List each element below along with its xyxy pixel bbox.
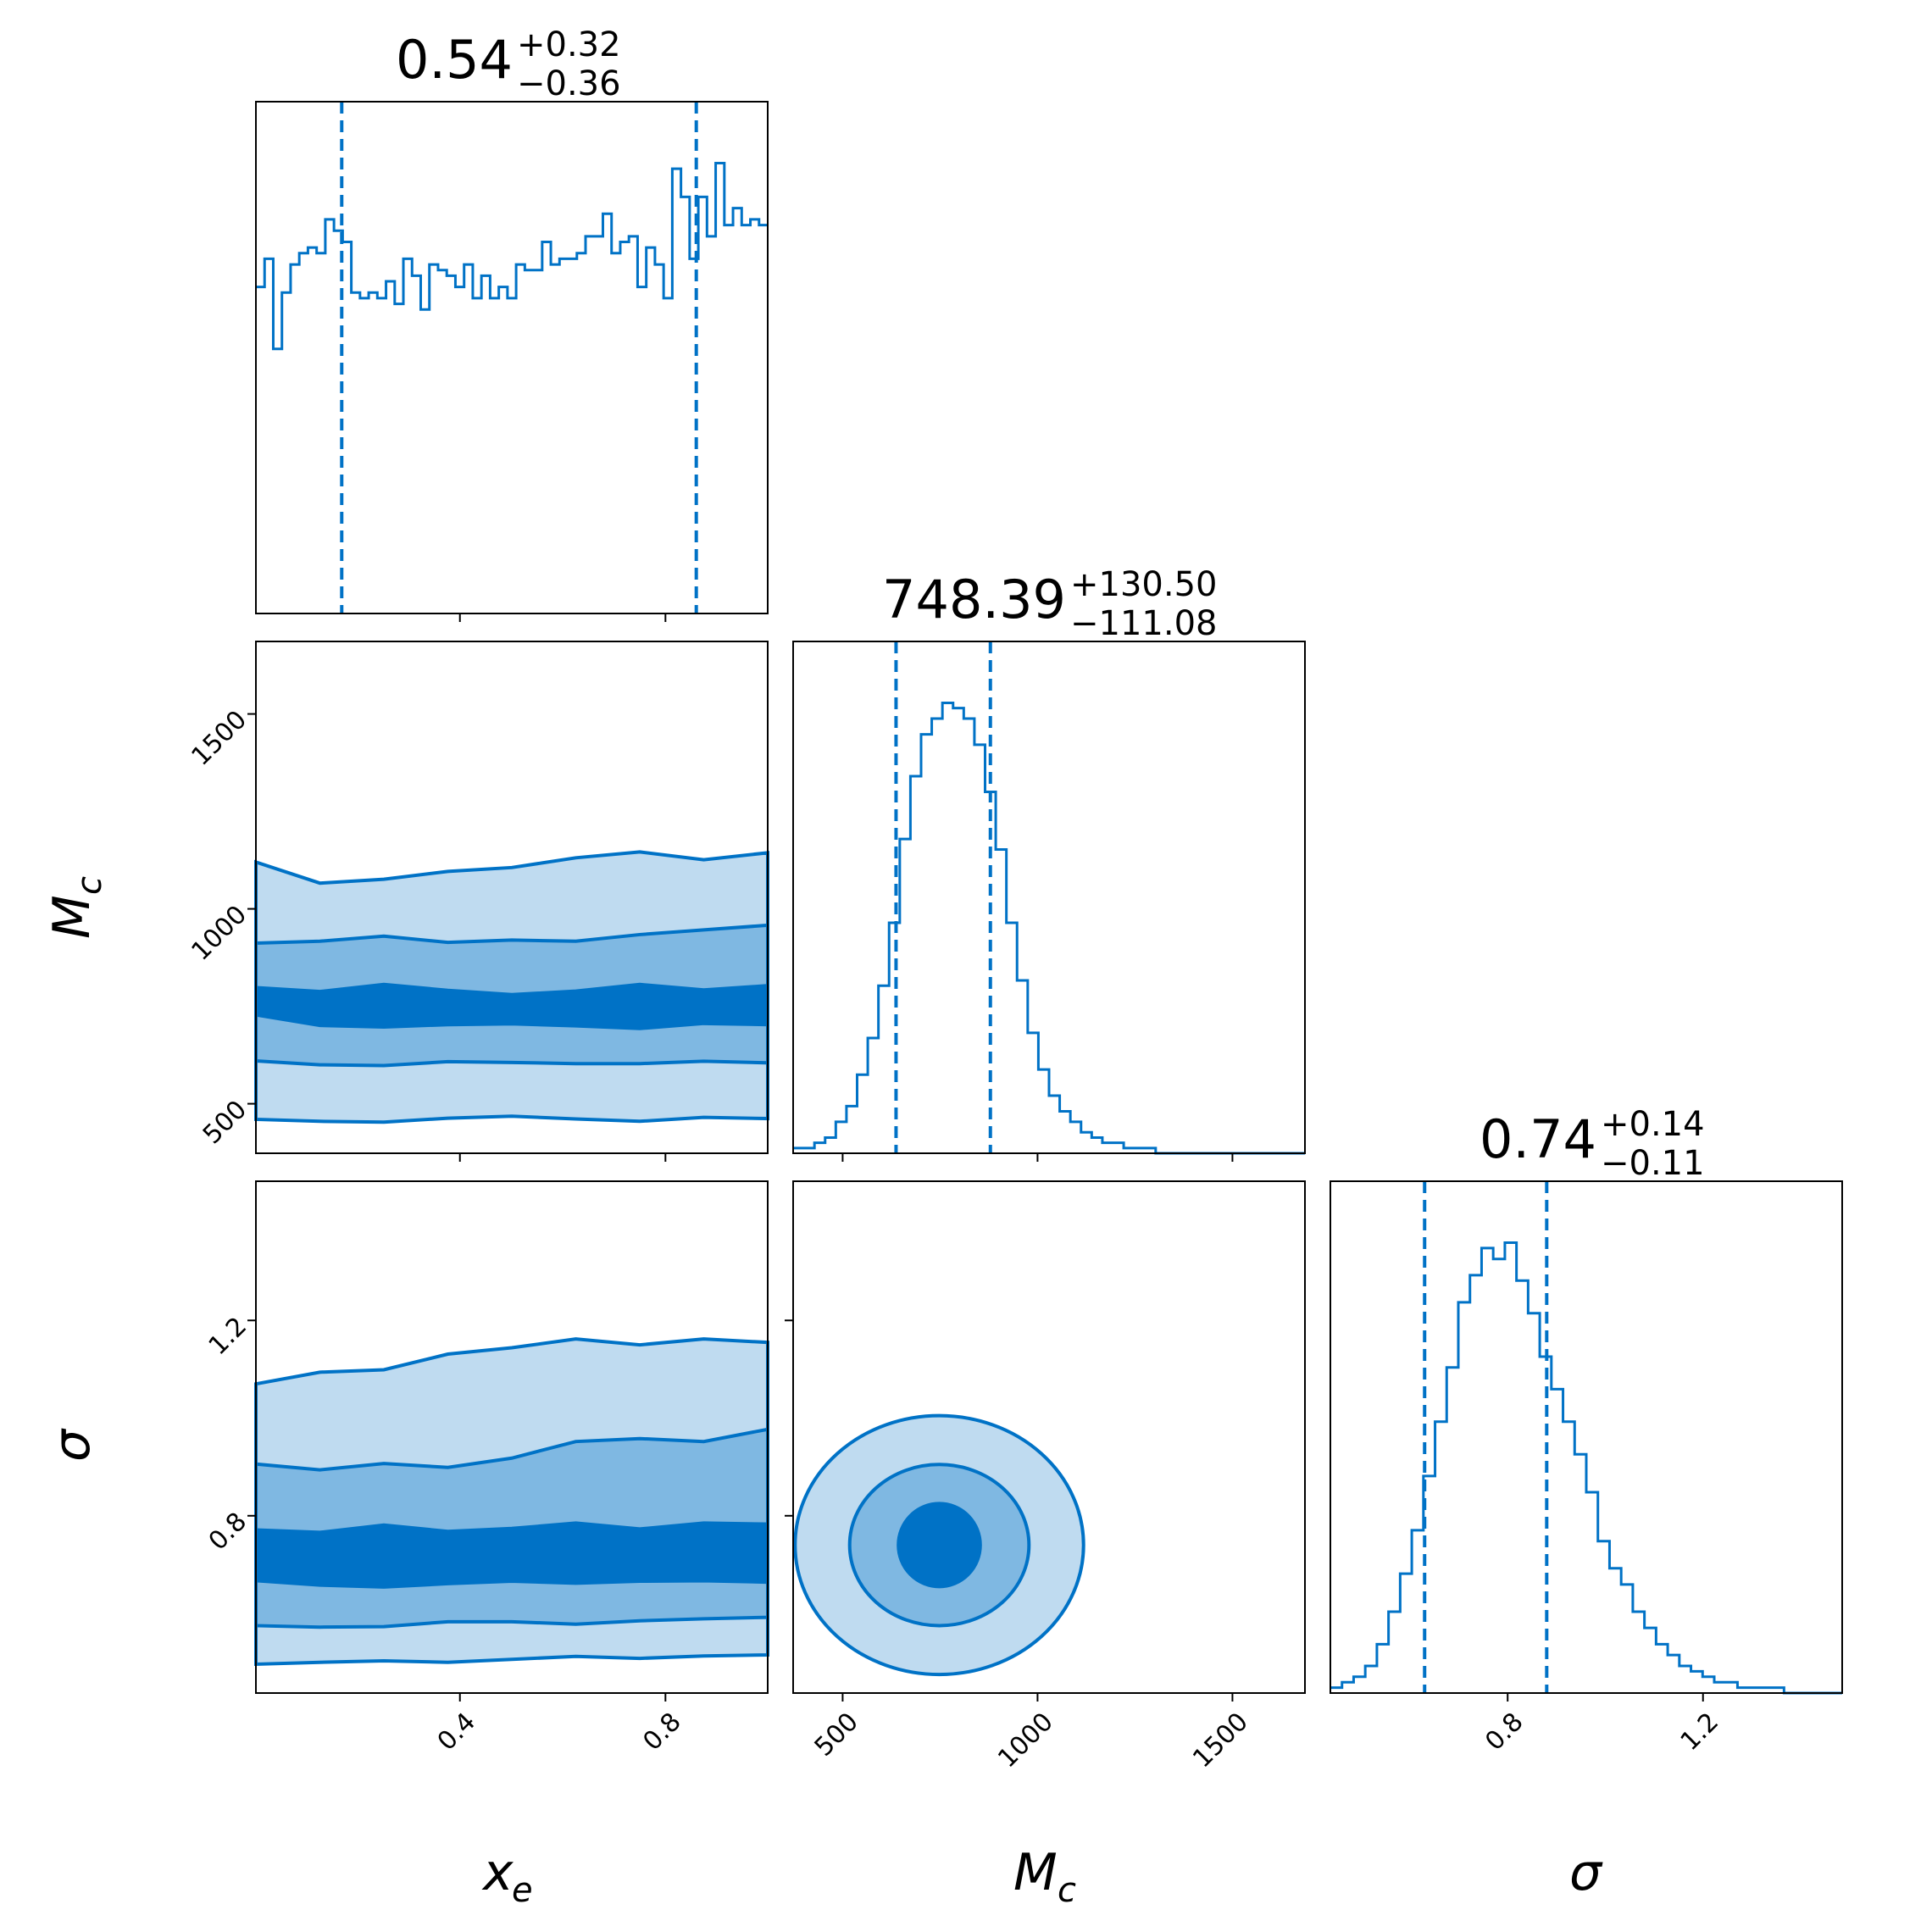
title-xe-plus: +0.32	[517, 25, 621, 64]
ylabel-mc-symbol: M	[42, 895, 102, 939]
ylabel-mc: M c	[42, 876, 109, 939]
ylabel-mc-sub: c	[70, 876, 109, 895]
panel-frame-xe-sigma	[255, 1180, 769, 1694]
panel-mc-sigma-xtick-label-1: 1000	[992, 1707, 1059, 1774]
xlabel-sigma-symbol: σ	[1569, 1843, 1603, 1902]
xlabel-mc-symbol: M	[1013, 1843, 1058, 1902]
panel-frame-x_e	[255, 101, 769, 614]
panel-xe-mc-ytick-label-0: 500	[197, 1095, 253, 1150]
panel-xe-sigma-xtick-label-1: 0.8	[637, 1707, 686, 1757]
hist-M_c	[793, 701, 1305, 1155]
panel-xe-sigma-ytick-label-0: 0.8	[203, 1507, 253, 1556]
xlabel-mc: M c	[1013, 1843, 1076, 1910]
title-sigma: 0.74 +0.14 −0.11	[1480, 1105, 1705, 1183]
hist-sigma	[1330, 1241, 1842, 1695]
xlabel-xe: x e	[481, 1843, 533, 1910]
title-mc: 748.39 +130.50 −111.08	[882, 565, 1217, 643]
title-mc-median: 748.39	[882, 569, 1066, 630]
panel-mc-sigma-xtick-label-2: 1500	[1187, 1707, 1254, 1774]
xlabel-xe-sub: e	[512, 1871, 533, 1910]
title-xe: 0.54 +0.32 −0.36	[396, 25, 621, 103]
panels: 0.8 1.2 500 1000 1500 0.8 1.2 0.4 0.8 500 1000 1500	[186, 101, 1843, 1774]
panel-frame-xe-mc	[255, 641, 769, 1154]
panel-frame-sigma	[1330, 1180, 1843, 1694]
panel-xe-mc-ytick-label-2: 1500	[186, 705, 253, 772]
xlabel-mc-sub: c	[1058, 1871, 1076, 1910]
panel-xe-mc-ytick-label-1: 1000	[186, 900, 253, 967]
panel-frame-mc-sigma	[792, 1180, 1306, 1694]
ylabel-sigma-symbol: σ	[42, 1428, 102, 1462]
panel-mc-sigma-xtick-label-0: 500	[809, 1707, 864, 1763]
xlabel-xe-symbol: x	[481, 1843, 514, 1902]
title-sigma-median: 0.74	[1480, 1108, 1596, 1170]
panel-mc-sigma-contour-0	[897, 1502, 982, 1589]
panel-xe-sigma-ytick-label-1: 1.2	[203, 1312, 253, 1361]
title-mc-plus: +130.50	[1070, 565, 1217, 604]
diag-sigma-xtick-label-0: 0.8	[1480, 1707, 1529, 1757]
title-sigma-minus: −0.11	[1601, 1144, 1705, 1183]
panel-xe-sigma-xtick-label-0: 0.4	[432, 1707, 481, 1757]
title-xe-minus: −0.36	[517, 64, 621, 103]
hist-x_e	[256, 161, 768, 351]
xlabel-sigma: σ	[1569, 1843, 1603, 1902]
title-xe-median: 0.54	[396, 29, 513, 91]
panel-frame-M_c	[792, 641, 1306, 1154]
panel-xe-sigma-contour-0	[254, 1521, 769, 1589]
diag-sigma-xtick-label-1: 1.2	[1675, 1707, 1724, 1757]
ylabel-sigma: σ	[42, 1428, 102, 1462]
title-mc-minus: −111.08	[1070, 604, 1217, 643]
title-sigma-plus: +0.14	[1601, 1105, 1705, 1144]
